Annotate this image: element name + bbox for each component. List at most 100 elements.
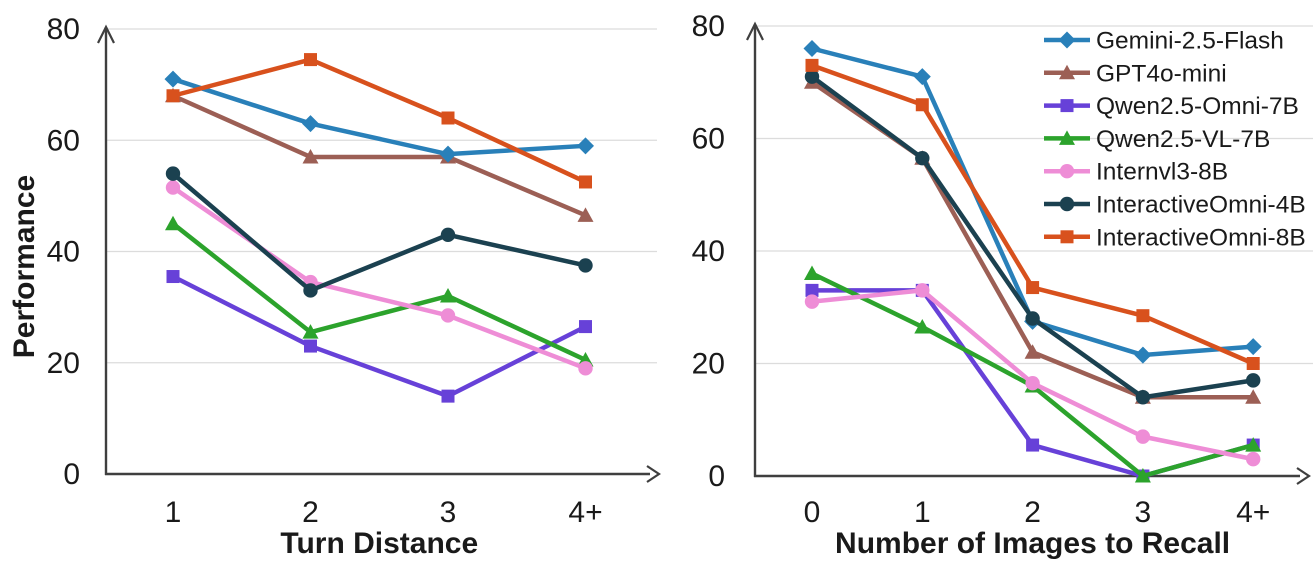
images-to-recall-chart: 0 20 40 60 80 0 1 2 3 4+Number of Images to Recal…: [692, 10, 1313, 560]
data-point-marker: [1135, 429, 1151, 444]
data-point-marker: [302, 148, 319, 164]
data-point-marker: [164, 70, 182, 88]
x-tick-label: 1: [914, 496, 931, 529]
data-point-marker: [915, 98, 929, 112]
data-point-marker: [1245, 437, 1262, 452]
legend-label: Internvl3-8B: [1096, 159, 1228, 186]
data-point-marker: [441, 389, 455, 403]
y-tick-label: 0: [708, 460, 725, 493]
x-axis-arrow-icon: [646, 465, 661, 483]
data-point-marker: [440, 227, 456, 243]
data-point-marker: [166, 270, 180, 284]
x-tick-label: 3: [440, 496, 457, 529]
data-point-marker: [1246, 373, 1261, 388]
data-point-marker: [439, 145, 457, 163]
series-line: [170, 274, 588, 399]
y-axis-arrow-icon: [97, 24, 115, 44]
legend-marker-icon: [1059, 130, 1075, 145]
legend-marker-icon: [1059, 196, 1075, 212]
series-Internvl3-8B: [165, 180, 593, 376]
legend-marker-icon: [1060, 99, 1074, 113]
data-point-marker: [165, 215, 181, 231]
legend-marker-icon: [1059, 164, 1075, 179]
x-axis-title: Turn Distance: [280, 527, 478, 560]
data-point-marker: [577, 137, 594, 155]
data-point-marker: [303, 283, 318, 298]
axes: [97, 24, 661, 483]
data-point-marker: [804, 69, 820, 84]
x-tick-label: 4+: [1236, 496, 1270, 529]
data-point-marker: [805, 58, 819, 72]
data-point-marker: [1024, 344, 1041, 359]
legend-label: Qwen2.5-Omni-7B: [1096, 93, 1299, 120]
legend-marker-icon: [1058, 31, 1076, 49]
y-tick-label: 20: [47, 347, 80, 380]
x-axis-arrow-icon: [1296, 467, 1311, 485]
data-point-marker: [804, 294, 820, 309]
legend-item: Gemini-2.5-Flash: [1044, 28, 1284, 55]
y-tick-label: 80: [692, 10, 725, 43]
data-point-marker: [166, 89, 180, 103]
legend-item: GPT4o-mini: [1044, 60, 1227, 87]
series-InteractiveOmni-4B: [165, 166, 593, 298]
legend-item: Internvl3-8B: [1044, 159, 1228, 186]
data-point-marker: [915, 150, 930, 166]
y-tick-labels: 0 20 40 60 80: [692, 10, 725, 493]
data-point-marker: [1134, 346, 1152, 364]
series-Qwen2.5-VL-7B: [165, 215, 594, 367]
data-point-marker: [914, 318, 931, 334]
y-axis-arrow-icon: [746, 21, 764, 41]
data-point-marker: [165, 180, 181, 195]
legend-marker-icon: [1060, 230, 1074, 244]
x-tick-label: 1: [165, 496, 182, 529]
legend-item: Qwen2.5-Omni-7B: [1044, 93, 1299, 120]
series-line: [170, 93, 588, 218]
legend-label: Qwen2.5-VL-7B: [1096, 126, 1270, 153]
data-point-marker: [1025, 375, 1040, 391]
data-point-marker: [1246, 357, 1260, 370]
y-tick-label: 0: [63, 458, 80, 491]
legend: Gemini-2.5-Flash GPT4o-mini Qwen2.5-Omni-7…: [1044, 28, 1306, 251]
x-tick-labels: 0 1 2 3 4+: [804, 496, 1271, 529]
series-Internvl3-8B: [804, 283, 1261, 467]
y-tick-label: 80: [47, 13, 80, 46]
x-tick-label: 2: [302, 496, 319, 529]
data-point-marker: [1136, 309, 1150, 323]
data-point-marker: [440, 288, 456, 303]
data-point-marker: [1246, 451, 1261, 467]
data-point-marker: [165, 166, 181, 181]
x-tick-labels: 1 2 3 4+: [165, 496, 603, 529]
x-tick-label: 0: [804, 496, 821, 529]
data-point-marker: [578, 258, 593, 273]
legend-marker-icon: [1059, 64, 1075, 80]
axes: [746, 21, 1311, 485]
series-line: [170, 221, 588, 363]
legend-item: InteractiveOmni-8B: [1044, 224, 1306, 251]
legend-label: InteractiveOmni-8B: [1096, 224, 1306, 251]
series-group: [803, 40, 1262, 483]
legend-label: GPT4o-mini: [1096, 60, 1227, 87]
series-InteractiveOmni-8B: [166, 53, 592, 189]
data-point-marker: [804, 265, 820, 280]
data-point-marker: [805, 283, 819, 297]
legend-item: InteractiveOmni-4B: [1044, 192, 1306, 219]
data-point-marker: [1134, 468, 1151, 483]
data-point-marker: [1135, 390, 1151, 405]
x-tick-label: 4+: [568, 496, 602, 529]
data-point-marker: [913, 68, 931, 86]
x-axis-title: Number of Images to Recall: [835, 527, 1230, 560]
series-Qwen2.5-Omni-7B: [166, 270, 592, 403]
data-point-marker: [803, 40, 821, 57]
series-line: [170, 171, 588, 293]
data-point-marker: [1026, 281, 1040, 295]
data-point-marker: [579, 320, 592, 334]
series-InteractiveOmni-4B: [804, 69, 1261, 405]
data-point-marker: [578, 361, 593, 376]
data-point-marker: [302, 115, 319, 133]
turn-distance-chart: 0 20 40 60 80 1 2 3 4+ Turn Distance Performance: [8, 13, 661, 560]
legend-label: InteractiveOmni-4B: [1096, 192, 1306, 219]
legend-item: Qwen2.5-VL-7B: [1044, 126, 1270, 153]
x-tick-label: 2: [1024, 496, 1041, 529]
